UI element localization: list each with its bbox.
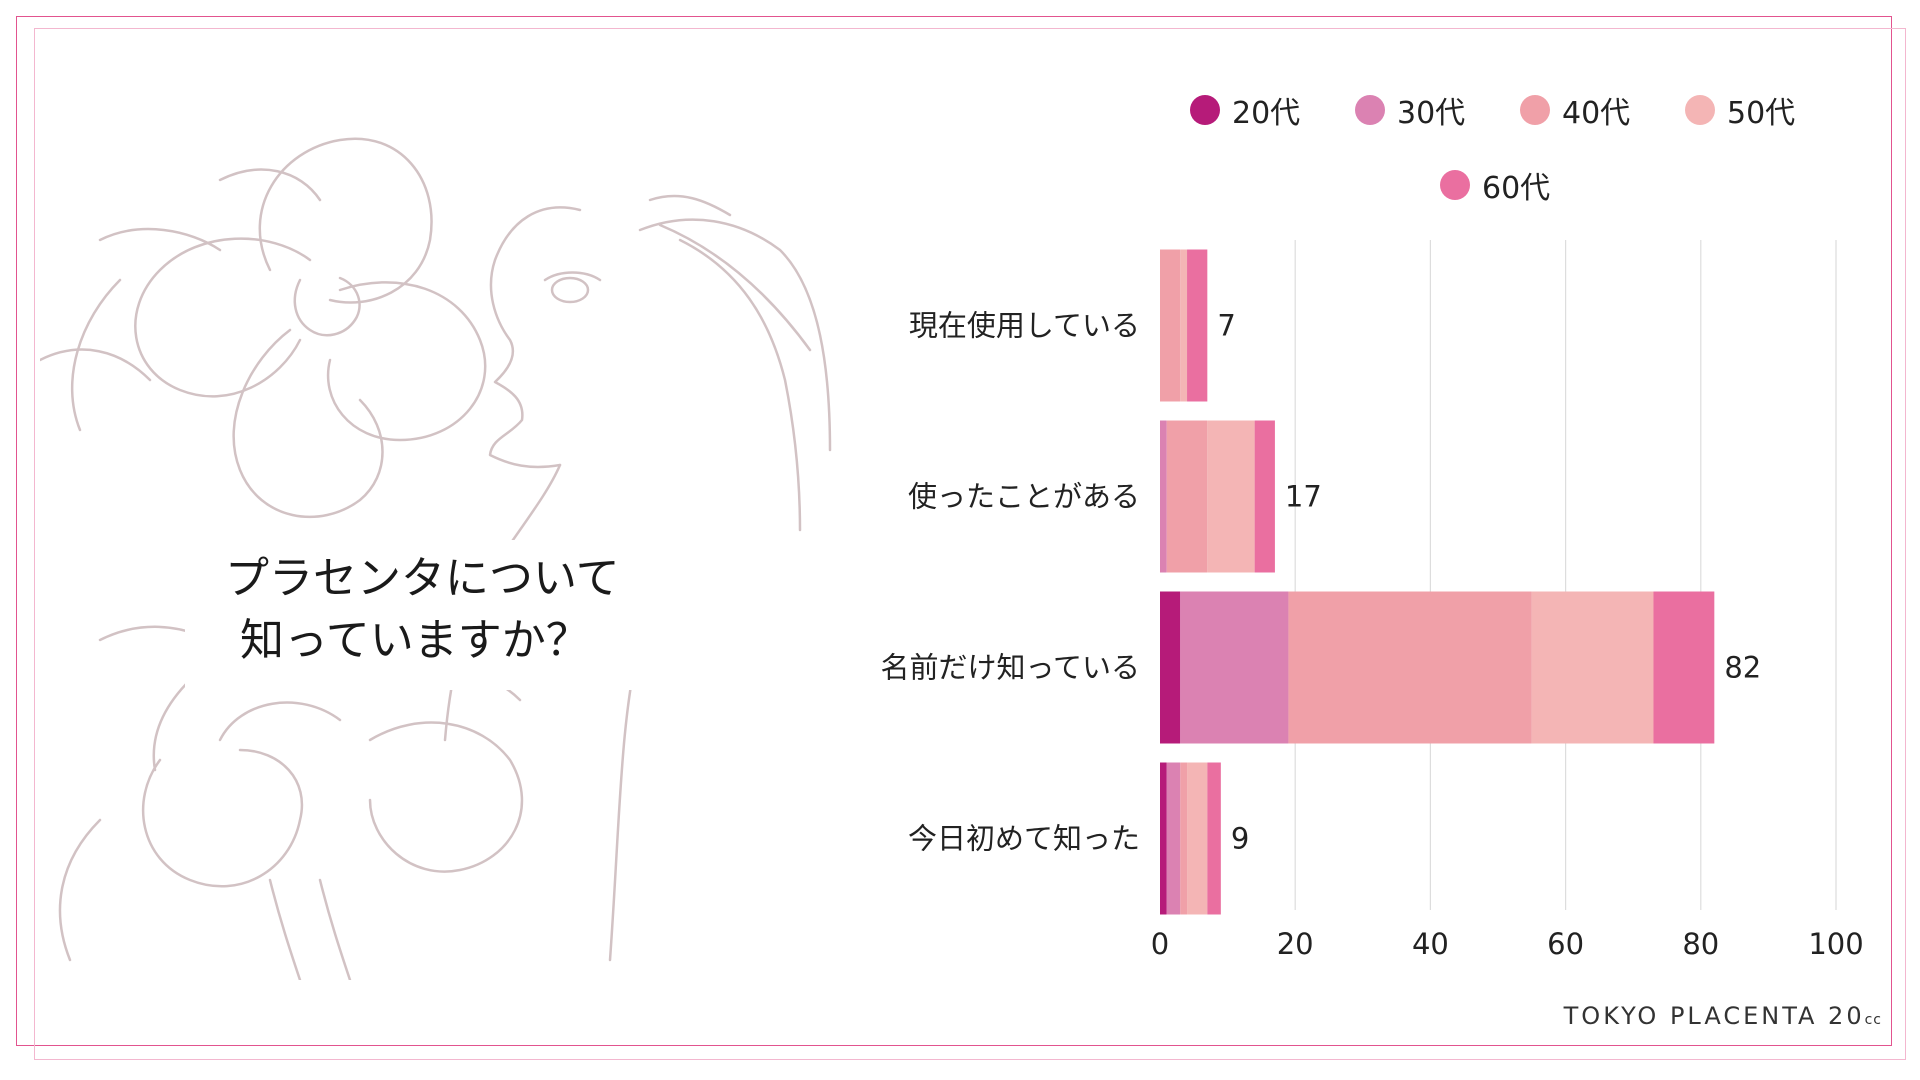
bar-segment [1207,762,1221,915]
legend-label: 30代 [1397,96,1466,131]
bar-segment [1288,591,1532,744]
bar-segment [1531,591,1654,744]
legend-item-50s: 50代 [1685,90,1796,131]
x-tick-label: 0 [1151,927,1169,961]
brand-suffix: cc [1864,1012,1882,1028]
x-tick-label: 80 [1682,927,1719,961]
bar-segment [1160,249,1181,402]
legend-item-60s: 60代 [1440,165,1551,206]
legend-item-30s: 30代 [1355,90,1466,131]
bar-segment [1653,591,1715,744]
bar-segment [1187,249,1208,402]
bar-segment [1180,591,1289,744]
legend-swatch [1355,95,1385,125]
bar-segment [1160,420,1167,573]
total-label: 82 [1724,651,1761,685]
chart-legend: 20代 30代 40代 50代 60代 [1180,90,1830,220]
outer-frame [16,16,1892,1046]
category-label: 使ったことがある [908,480,1140,514]
brand-logo: TOKYO PLACENTA 20cc [1564,1002,1882,1030]
brand-name: TOKYO PLACENTA 20 [1563,1002,1865,1030]
total-label: 9 [1231,822,1249,856]
bar-segment [1166,762,1181,915]
x-tick-label: 100 [1808,927,1863,961]
legend-swatch [1685,95,1715,125]
category-label: 現在使用している [909,309,1140,343]
legend-item-20s: 20代 [1190,90,1301,131]
total-label: 17 [1285,480,1322,514]
legend-label: 50代 [1727,96,1796,131]
legend-swatch [1190,95,1220,125]
legend-swatch [1520,95,1550,125]
bar-segment [1254,420,1275,573]
inner-frame [34,28,1906,1060]
legend-item-40s: 40代 [1520,90,1631,131]
question-line-2: 知っていますか？ [240,615,590,666]
x-tick-label: 60 [1547,927,1584,961]
bar-segment [1180,762,1188,915]
x-tick-label: 20 [1277,927,1314,961]
legend-label: 60代 [1482,171,1551,206]
question-line-1: プラセンタについて [225,553,620,604]
legend-label: 40代 [1562,96,1631,131]
x-tick-label: 40 [1412,927,1449,961]
bar-segment [1160,591,1181,744]
category-label: 今日初めて知った [908,822,1140,856]
category-label: 名前だけ知っている [880,651,1140,685]
legend-swatch [1440,170,1470,200]
bar-segment [1160,762,1167,915]
question-box: プラセンタについて 知っていますか？ [185,540,665,690]
bar-segment [1166,420,1208,573]
bar-segment [1187,762,1208,915]
bar-segment [1180,249,1188,402]
legend-label: 20代 [1232,96,1301,131]
bar-segment [1207,420,1255,573]
total-label: 7 [1217,309,1235,343]
